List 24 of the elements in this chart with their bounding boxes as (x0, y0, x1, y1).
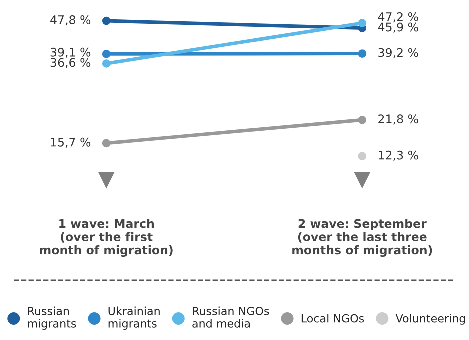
data-label: 39,2 % (378, 48, 418, 58)
x-tick-label: 1 wave: March (over the first month of migration) (40, 219, 173, 258)
data-label: 47,8 % (50, 16, 91, 26)
point (102, 50, 111, 58)
legend-label: Ukrainian migrants (108, 306, 160, 330)
data-label: 45,9 % (378, 22, 418, 33)
point (358, 50, 367, 58)
legend-label: Local NGOs (302, 314, 364, 323)
legend-label: Russian migrants (28, 306, 76, 330)
data-label: 36,6 % (50, 58, 91, 68)
point (358, 19, 367, 28)
data-label: 21,8 % (378, 114, 418, 125)
point (102, 139, 111, 148)
legend-label: Russian NGOs and media (192, 306, 270, 328)
legend-label: Volunteering (396, 314, 466, 325)
data-label: 15,7 % (51, 138, 91, 148)
x-tick-label: 2 wave: September (over the last three months of migration) (292, 219, 432, 258)
point (102, 16, 111, 26)
data-label: 47,2 % (378, 12, 418, 23)
point (102, 60, 111, 68)
data-label: 12,3 % (379, 150, 418, 162)
point (358, 116, 367, 124)
point (358, 152, 367, 161)
data-label: 39,1 % (50, 48, 91, 58)
